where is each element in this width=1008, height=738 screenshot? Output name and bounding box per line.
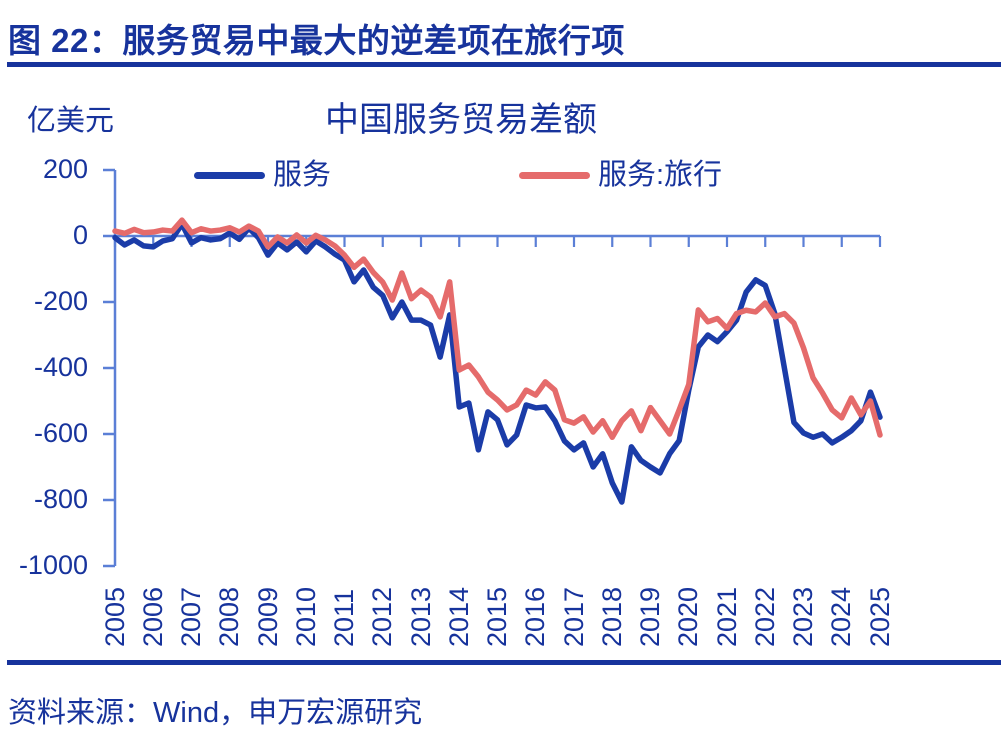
series-line-travel bbox=[112, 217, 883, 441]
x-axis-tick-label: 2018 bbox=[596, 586, 627, 647]
x-axis-tick-label: 2015 bbox=[482, 586, 512, 647]
x-axis-tick-label: 2017 bbox=[558, 586, 589, 647]
plot-area bbox=[90, 160, 890, 572]
bottom-rule bbox=[7, 660, 1001, 665]
x-axis-tick-label: 2012 bbox=[367, 586, 398, 647]
legend-label-travel: 服务:旅行 bbox=[598, 159, 723, 191]
x-axis-tick-label: 2019 bbox=[635, 586, 665, 647]
series-line-services bbox=[112, 221, 883, 505]
chart-title: 中国服务贸易差额 bbox=[325, 101, 597, 139]
x-axis-tick-label: 2009 bbox=[252, 586, 283, 647]
x-axis-tick-label: 2024 bbox=[826, 586, 857, 647]
x-axis-tick-label: 2010 bbox=[290, 586, 321, 647]
legend-label-services: 服务 bbox=[273, 159, 332, 191]
figure-title: 图 22：服务贸易中最大的逆差项在旅行项 bbox=[8, 22, 625, 59]
x-axis-tick-label: 2011 bbox=[329, 588, 359, 647]
x-axis-tick-label: 2022 bbox=[749, 586, 780, 647]
y-axis-tick-label: 0 bbox=[72, 220, 88, 250]
y-axis-tick-label: -1000 bbox=[18, 550, 88, 580]
x-axis-tick-label: 2013 bbox=[405, 586, 436, 647]
travel-line-swatch bbox=[519, 171, 590, 179]
x-axis-tick-label: 2005 bbox=[99, 586, 130, 647]
x-axis-tick-label: 2023 bbox=[788, 586, 818, 647]
y-axis-tick-label: -800 bbox=[33, 484, 88, 514]
legend-item-travel: 服务:旅行 bbox=[519, 158, 722, 192]
y-axis-tick-label: -600 bbox=[33, 418, 88, 448]
title-underline bbox=[7, 62, 1001, 67]
x-axis-tick-label: 2014 bbox=[443, 586, 474, 647]
y-axis-tick-label: 200 bbox=[42, 154, 88, 184]
x-axis-tick-label: 2016 bbox=[520, 586, 551, 647]
y-axis-tick-label: -200 bbox=[33, 286, 88, 316]
x-axis-tick-label: 2007 bbox=[176, 586, 206, 647]
legend-item-services: 服务 bbox=[194, 158, 331, 192]
services-line-swatch bbox=[194, 171, 265, 179]
chart-svg bbox=[103, 168, 883, 568]
x-axis-tick-label: 2006 bbox=[137, 586, 168, 647]
x-axis-tick-label: 2008 bbox=[214, 586, 245, 647]
y-axis-tick-label: -400 bbox=[33, 352, 88, 382]
x-axis-tick-label: 2021 bbox=[711, 586, 742, 647]
source-text: 资料来源：Wind，申万宏源研究 bbox=[8, 697, 423, 729]
x-axis-tick-label: 2020 bbox=[673, 586, 704, 647]
x-axis-tick-label: 2025 bbox=[864, 586, 895, 647]
y-axis-unit-label: 亿美元 bbox=[27, 105, 115, 137]
